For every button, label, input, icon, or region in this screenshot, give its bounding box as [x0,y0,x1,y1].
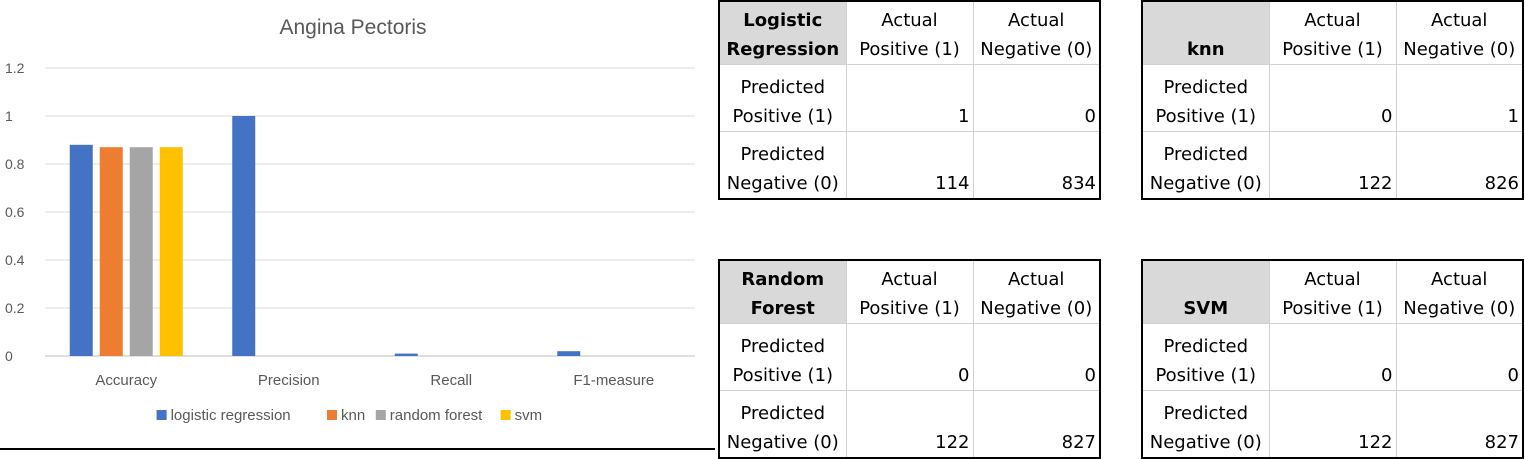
matrix-cell-tn: 827 [1395,390,1524,459]
legend-swatch [156,410,167,420]
confusion-matrix-svm: SVM Actual Positive (1) Actual Negative … [1141,259,1524,459]
matrix-cell-fn: 122 [1268,390,1397,459]
matrix-cell-tp: 1 [845,64,974,132]
y-tick-label: 0.6 [5,204,25,220]
bar-chart: Angina Pectoris 0 0.2 0.4 0.6 0.8 1 1.2 Accuracy… [0,0,715,451]
matrix-row-header-predicted-negative: Predicted Negative (0) [718,390,847,459]
y-tick-label: 0.8 [5,156,25,172]
y-tick-label: 0.2 [5,300,25,316]
matrix-cell-fp: 1 [1395,64,1524,132]
matrix-cell-tp: 0 [1268,323,1397,391]
matrix-col-header-actual-negative: Actual Negative (0) [972,259,1101,324]
bar-svm-accuracy [159,147,183,356]
matrix-model-label: SVM [1141,259,1270,324]
bar-logistic-regression-recall [394,353,418,356]
matrix-row-header-predicted-negative: Predicted Negative (0) [718,131,847,200]
y-tick-label: 1 [5,108,13,124]
confusion-matrix-knn: knn Actual Positive (1) Actual Negative … [1141,0,1524,200]
y-tick-label: 1.2 [5,60,25,76]
matrix-cell-fn: 114 [845,131,974,200]
x-tick-label: F1-measure [573,372,654,389]
matrix-cell-fp: 0 [1395,323,1524,391]
matrix-row-header-predicted-positive: Predicted Positive (1) [1141,323,1270,391]
legend-entry: svm [515,407,543,424]
x-tick-label: Accuracy [95,372,157,389]
matrix-col-header-actual-negative: Actual Negative (0) [1395,0,1524,65]
matrix-cell-tp: 0 [845,323,974,391]
confusion-matrix-random-forest: Random Forest Actual Positive (1) Actual… [718,259,1101,459]
matrix-col-header-actual-positive: Actual Positive (1) [1268,0,1397,65]
matrix-model-label: knn [1141,0,1270,65]
bar-random-forest-accuracy [129,147,153,356]
x-tick-label: Precision [258,372,320,389]
chart-title: Angina Pectoris [279,16,426,39]
matrix-model-label: Random Forest [718,259,847,324]
matrix-col-header-actual-negative: Actual Negative (0) [972,0,1101,65]
matrix-cell-fp: 0 [972,64,1101,132]
matrix-cell-tn: 834 [972,131,1101,200]
matrix-cell-tp: 0 [1268,64,1397,132]
x-tick-label: Recall [430,372,472,389]
matrix-cell-fp: 0 [972,323,1101,391]
legend-swatch [375,410,386,420]
matrix-col-header-actual-positive: Actual Positive (1) [1268,259,1397,324]
matrix-row-header-predicted-negative: Predicted Negative (0) [1141,131,1270,200]
matrix-cell-tn: 826 [1395,131,1524,200]
matrix-cell-tn: 827 [972,390,1101,459]
chart-canvas: Angina Pectoris 0 0.2 0.4 0.6 0.8 1 1.2 Accuracy… [0,16,715,450]
matrix-col-header-actual-negative: Actual Negative (0) [1395,259,1524,324]
bar-knn-accuracy [99,147,123,356]
matrix-model-label: Logistic Regression [718,0,847,65]
y-tick-label: 0.4 [5,252,25,268]
y-tick-label: 0 [5,348,13,364]
bar-logistic-regression-accuracy [69,144,93,356]
legend-entry: logistic regression [171,407,291,424]
matrix-row-header-predicted-positive: Predicted Positive (1) [1141,64,1270,132]
bar-logistic-regression-precision [232,116,256,356]
legend-entry: knn [341,407,365,424]
legend-swatch [500,410,511,420]
matrix-row-header-predicted-positive: Predicted Positive (1) [718,323,847,391]
legend-entry: random forest [390,407,483,424]
matrix-col-header-actual-positive: Actual Positive (1) [845,0,974,65]
matrix-cell-fn: 122 [845,390,974,459]
matrix-col-header-actual-positive: Actual Positive (1) [845,259,974,324]
confusion-matrix-logistic-regression: Logistic Regression Actual Positive (1) … [718,0,1101,200]
matrix-row-header-predicted-positive: Predicted Positive (1) [718,64,847,132]
matrix-row-header-predicted-negative: Predicted Negative (0) [1141,390,1270,459]
matrix-cell-fn: 122 [1268,131,1397,200]
legend-swatch [327,410,337,420]
bar-logistic-regression-f1-measure [557,351,581,356]
